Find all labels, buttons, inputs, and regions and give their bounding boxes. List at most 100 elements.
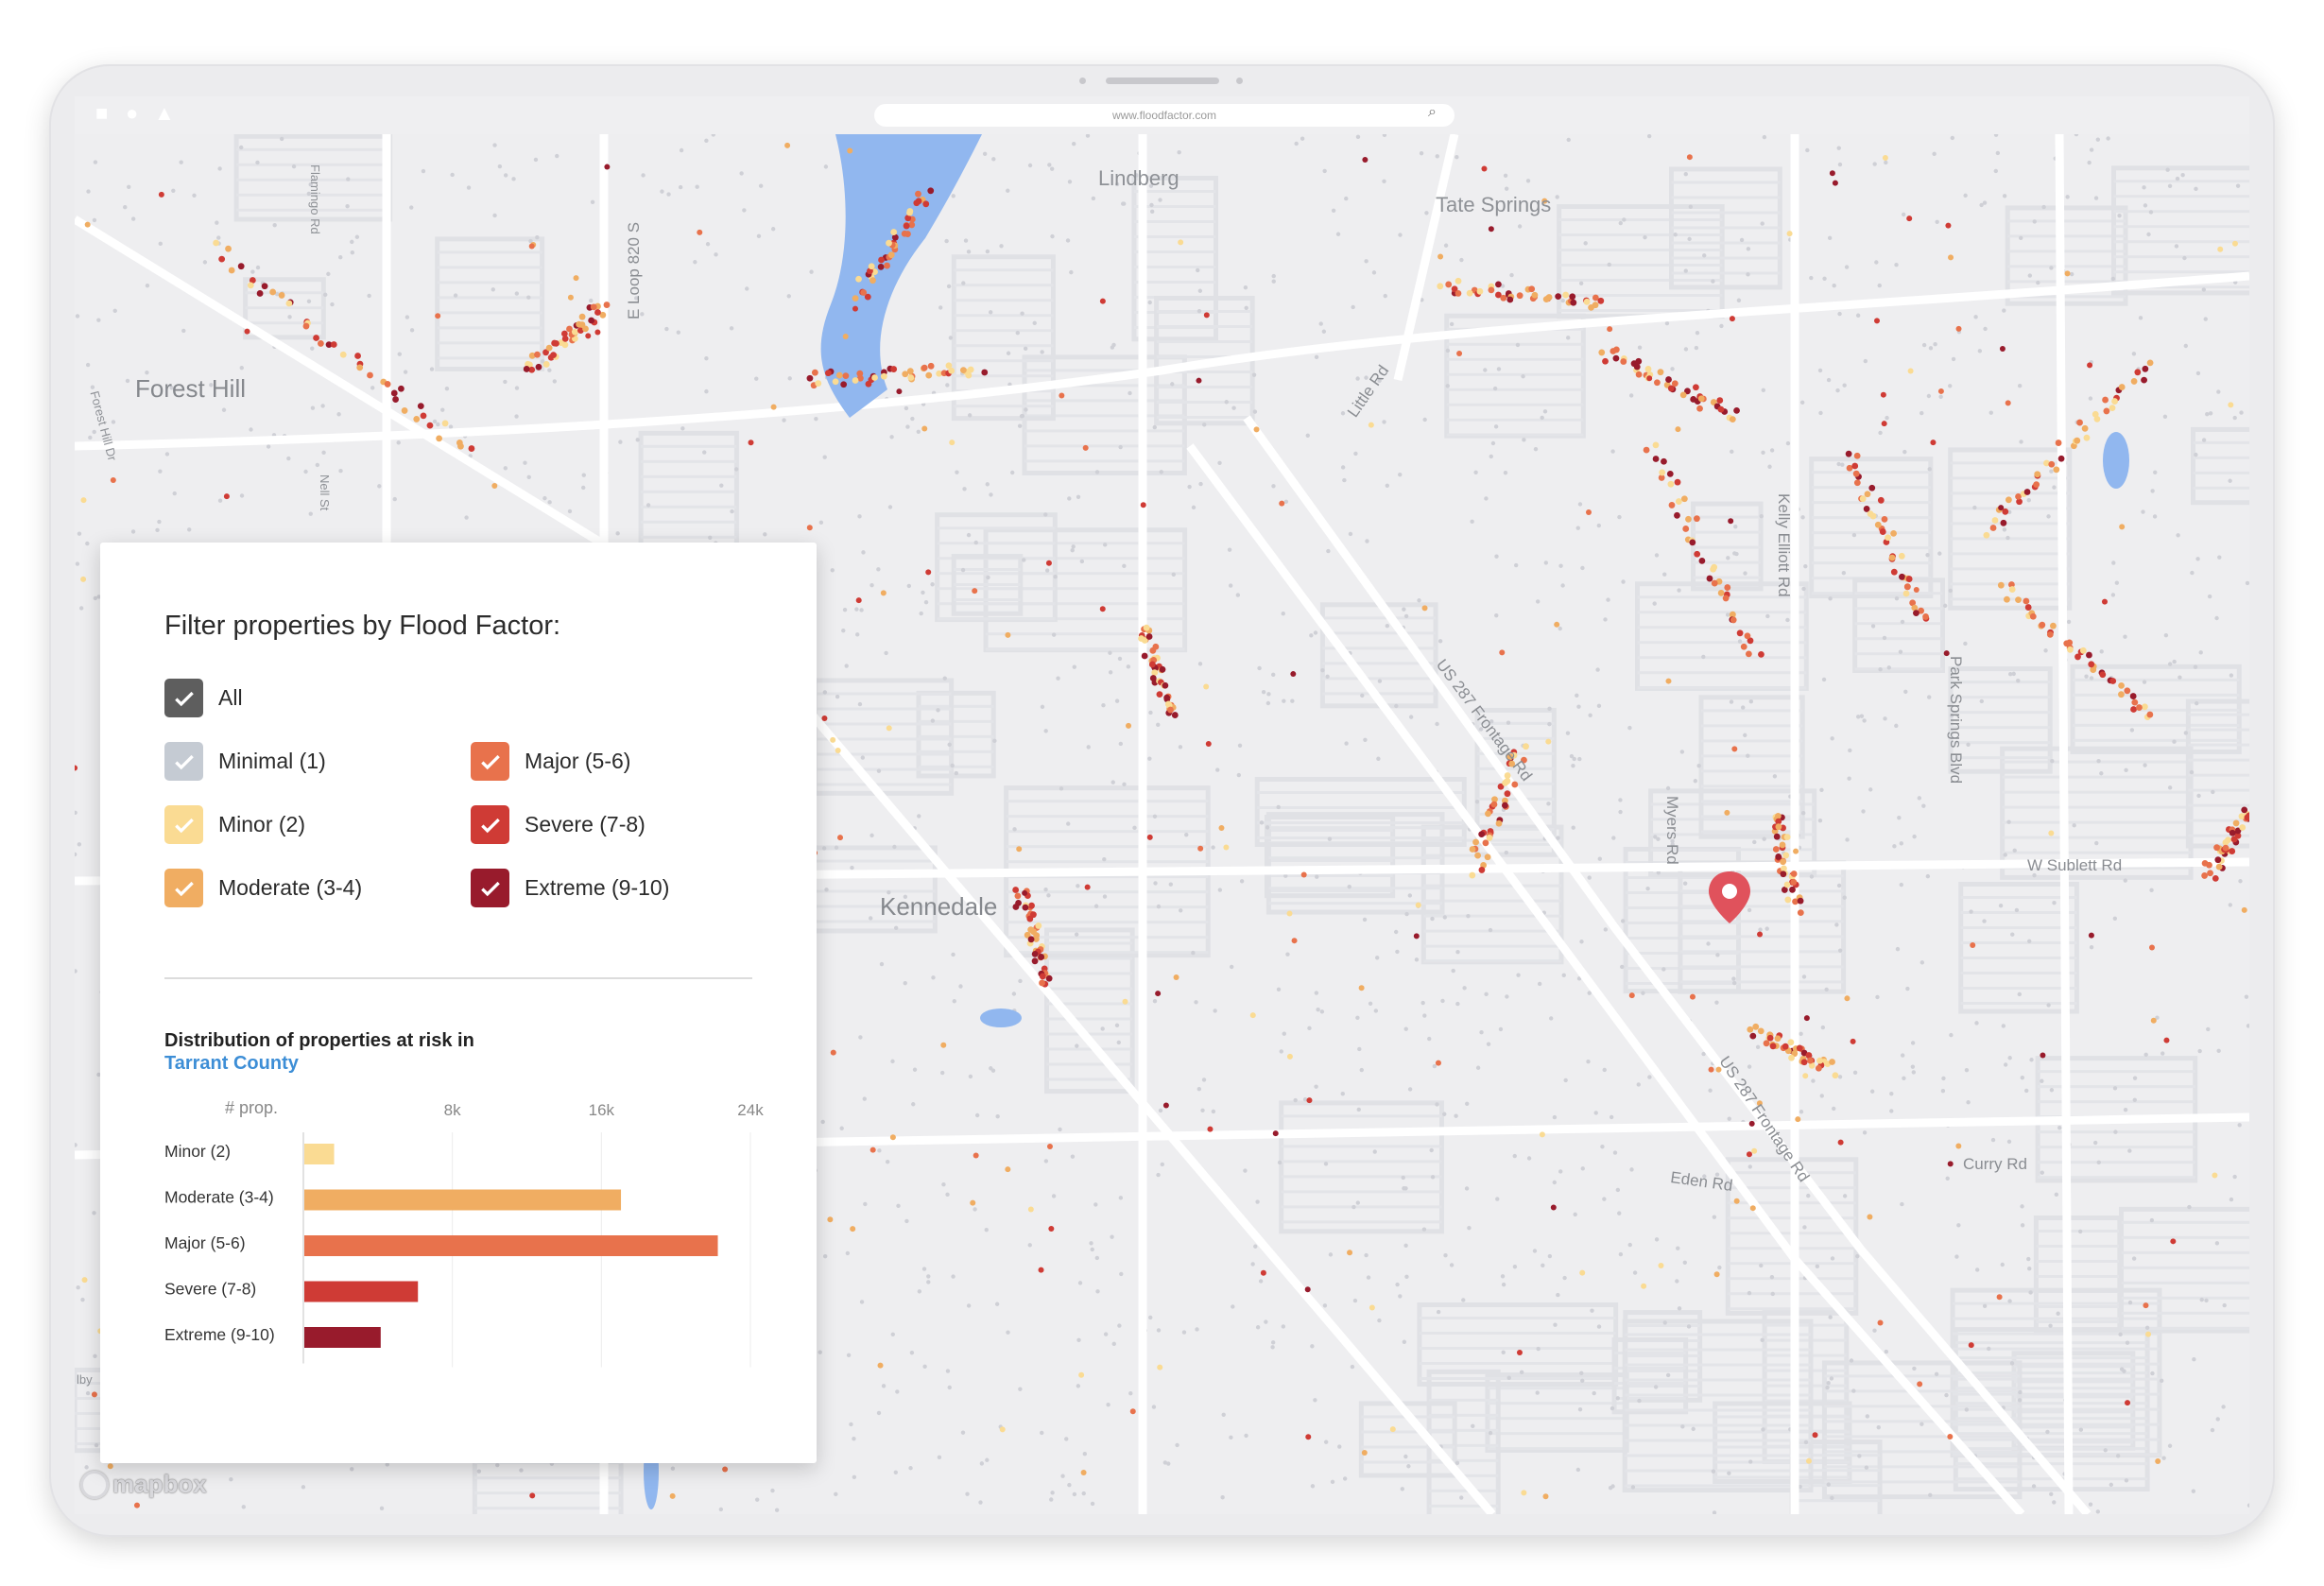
flood-risk-dot — [590, 303, 597, 311]
property-dot — [1802, 1225, 1807, 1230]
property-dot — [158, 241, 163, 247]
property-dot — [2153, 470, 2158, 474]
property-dot — [1484, 991, 1489, 997]
flood-risk-dot — [1983, 531, 1990, 539]
property-dot — [1221, 1412, 1226, 1417]
property-dot — [2123, 634, 2127, 639]
property-dot — [1368, 1001, 1373, 1006]
flood-risk-dot — [528, 352, 536, 359]
property-dot — [75, 969, 77, 974]
property-dot — [1900, 1053, 1905, 1058]
checkbox-minor[interactable]: Minor (2) — [164, 805, 305, 844]
checkbox-major[interactable]: Major (5-6) — [471, 742, 630, 781]
checkbox-moderate-box[interactable] — [164, 869, 203, 907]
county-link[interactable]: Tarrant County — [164, 1053, 299, 1074]
url-bar[interactable] — [874, 104, 1455, 127]
mapbox-logo[interactable]: mapbox — [80, 1470, 207, 1499]
checkbox-severe[interactable]: Severe (7-8) — [471, 805, 646, 844]
property-dot — [1058, 1127, 1062, 1132]
flood-risk-dot — [2033, 481, 2040, 489]
property-dot — [1755, 1044, 1761, 1050]
flood-risk-dot — [1099, 606, 1106, 612]
flood-risk-dot — [1528, 285, 1536, 293]
flood-risk-dot — [2229, 829, 2236, 836]
circle-icon[interactable]: ● — [126, 101, 139, 125]
property-dot — [1430, 1175, 1436, 1180]
flood-risk-dot — [1437, 283, 1444, 290]
checkbox-extreme[interactable]: Extreme (9-10) — [471, 869, 669, 907]
property-dot — [1435, 154, 1439, 159]
property-dot — [1803, 1439, 1809, 1445]
checkbox-moderate[interactable]: Moderate (3-4) — [164, 869, 362, 907]
flood-risk-dot — [2099, 671, 2107, 679]
property-dot — [955, 470, 959, 474]
property-dot — [1800, 811, 1806, 816]
flood-risk-dot — [2048, 460, 2056, 468]
check-icon — [480, 754, 500, 769]
checkbox-extreme-box[interactable] — [471, 869, 509, 907]
label-edge: lby — [77, 1372, 93, 1387]
flood-risk-dot — [2230, 836, 2238, 843]
property-dot — [2065, 195, 2070, 199]
flood-risk-dot — [356, 364, 364, 371]
property-dot — [145, 284, 150, 288]
flood-risk-dot — [1012, 887, 1020, 893]
property-dot — [1941, 1076, 1946, 1081]
flood-risk-dot — [1046, 1144, 1053, 1150]
flood-risk-dot — [877, 263, 885, 270]
property-dot — [1027, 1243, 1032, 1248]
property-dot — [1064, 1437, 1069, 1441]
check-icon — [480, 818, 500, 833]
property-dot — [266, 444, 271, 449]
property-dot — [835, 694, 840, 699]
property-dot — [1575, 693, 1579, 698]
property-dot — [1067, 1482, 1072, 1488]
flood-risk-dot — [1286, 910, 1293, 917]
checkbox-minor-box[interactable] — [164, 805, 203, 844]
property-dot — [2239, 410, 2244, 415]
property-dot — [1119, 1271, 1124, 1277]
flood-risk-dot — [436, 435, 443, 442]
property-dot — [774, 1508, 780, 1512]
property-dot — [978, 1500, 983, 1505]
triangle-icon[interactable]: ▲ — [154, 101, 175, 125]
flood-risk-dot — [1151, 669, 1159, 677]
property-dot — [1224, 400, 1229, 405]
flood-risk-dot — [1745, 650, 1752, 658]
flood-risk-dot — [1305, 1434, 1312, 1440]
chart-axis-label: # prop. — [225, 1100, 278, 1117]
property-dot — [1175, 1442, 1179, 1448]
property-dot — [2001, 1024, 2006, 1028]
checkbox-minimal-box[interactable] — [164, 742, 203, 781]
search-icon[interactable]: ⌕ — [1428, 104, 1437, 120]
property-dot — [859, 1300, 865, 1304]
property-dot — [823, 164, 829, 169]
flood-risk-dot — [2238, 813, 2246, 820]
flood-risk-dot — [1129, 1408, 1136, 1415]
property-dot — [1364, 259, 1369, 264]
square-icon[interactable]: ■ — [95, 101, 109, 125]
property-dot — [1429, 1147, 1434, 1153]
checkbox-severe-box[interactable] — [471, 805, 509, 844]
map-block — [1678, 860, 1847, 994]
property-dot — [1076, 1337, 1081, 1342]
flood-risk-dot — [2088, 932, 2094, 939]
property-dot — [2194, 700, 2199, 706]
flood-risk-dot — [1291, 938, 1298, 944]
flood-risk-dot — [542, 349, 549, 356]
checkbox-major-box[interactable] — [471, 742, 509, 781]
property-dot — [239, 365, 244, 371]
property-dot — [1067, 496, 1072, 501]
property-dot — [1861, 809, 1866, 814]
checkbox-severe-label: Severe (7-8) — [525, 812, 646, 836]
property-dot — [1364, 1252, 1369, 1258]
checkbox-all-box[interactable] — [164, 679, 203, 717]
property-dot — [1677, 588, 1681, 593]
property-dot — [1676, 1246, 1680, 1250]
property-dot — [1049, 1497, 1054, 1502]
checkbox-minimal[interactable]: Minimal (1) — [164, 742, 326, 781]
flood-risk-dot — [1710, 399, 1717, 405]
property-dot — [1620, 964, 1625, 970]
checkbox-all[interactable]: All — [164, 679, 243, 717]
property-dot — [392, 496, 397, 502]
